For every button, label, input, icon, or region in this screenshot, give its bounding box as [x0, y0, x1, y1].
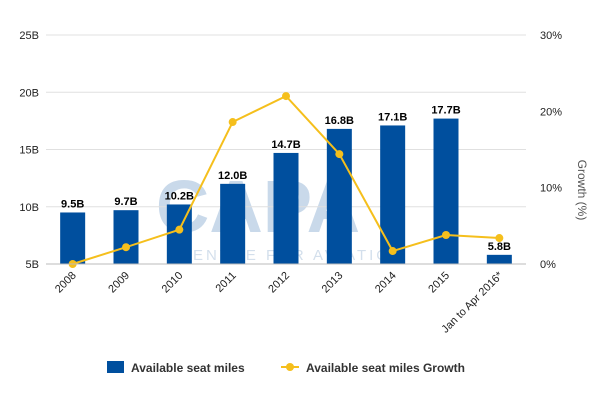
bar-series — [60, 118, 512, 265]
x-tick-label: 2010 — [160, 270, 186, 296]
growth-point — [442, 230, 450, 239]
bar-data-label: 17.1B — [378, 111, 407, 123]
x-tick-label: 2009 — [106, 270, 132, 296]
y-left-tick-label: 5B — [26, 259, 39, 271]
data-labels: 9.5B 9.7B 10.2B 12.0B 14.7B 16.8B 17.1B 17.7B 5.… — [61, 105, 511, 253]
y-right-tick-label: 10% — [540, 183, 562, 195]
y-left-tick-label: 10B — [19, 202, 39, 214]
bar — [326, 128, 352, 264]
bar-data-label: 16.8B — [325, 115, 354, 127]
bar-data-label: 9.5B — [61, 198, 84, 210]
legend-swatch-bar — [107, 361, 124, 373]
bar-data-label: 17.7B — [431, 105, 460, 117]
bar-data-label: 12.0B — [218, 170, 247, 182]
y-left-tick-label: 15B — [19, 145, 39, 157]
y-right-tick-label: 20% — [540, 106, 562, 118]
y-right-tick-label: 30% — [540, 30, 562, 42]
growth-point — [335, 150, 344, 159]
y-axis-right: 0% 10% 20% 30% — [540, 30, 562, 271]
x-tick-label: 2014 — [373, 270, 399, 296]
growth-point — [228, 118, 237, 127]
growth-point — [495, 234, 504, 243]
y-left-tick-label: 25B — [19, 30, 39, 42]
x-tick-label: 2012 — [266, 270, 292, 296]
bar-data-label: 9.7B — [114, 196, 137, 208]
growth-point — [175, 225, 184, 234]
bar — [433, 118, 459, 265]
y-axis-right-title: Growth (%) — [575, 160, 589, 221]
legend-label: Available seat miles — [131, 361, 245, 375]
growth-point — [122, 243, 130, 252]
y-axis-left: 5B 10B 15B 20B 25B — [19, 30, 39, 271]
growth-point — [388, 247, 397, 256]
growth-point — [282, 92, 290, 101]
x-tick-label: 2008 — [53, 270, 79, 296]
line-series — [68, 92, 504, 268]
bar — [220, 183, 246, 264]
bar-data-label: 14.7B — [271, 139, 300, 151]
bar — [113, 210, 139, 264]
bar-data-label: 5.8B — [488, 241, 511, 253]
bar — [273, 152, 299, 264]
bar — [60, 212, 86, 264]
legend: Available seat miles Available seat miles… — [107, 361, 465, 375]
bar — [486, 254, 512, 264]
bar-data-label: 10.2B — [165, 190, 194, 202]
y-left-tick-label: 20B — [19, 87, 39, 99]
x-tick-label: 2013 — [320, 270, 346, 296]
x-tick-label: 2011 — [214, 270, 239, 295]
x-tick-label: 2015 — [426, 270, 452, 296]
y-right-tick-label: 0% — [540, 259, 556, 271]
legend-label: Available seat miles Growth — [306, 361, 465, 375]
bar — [380, 125, 406, 264]
legend-swatch-marker — [286, 363, 294, 371]
